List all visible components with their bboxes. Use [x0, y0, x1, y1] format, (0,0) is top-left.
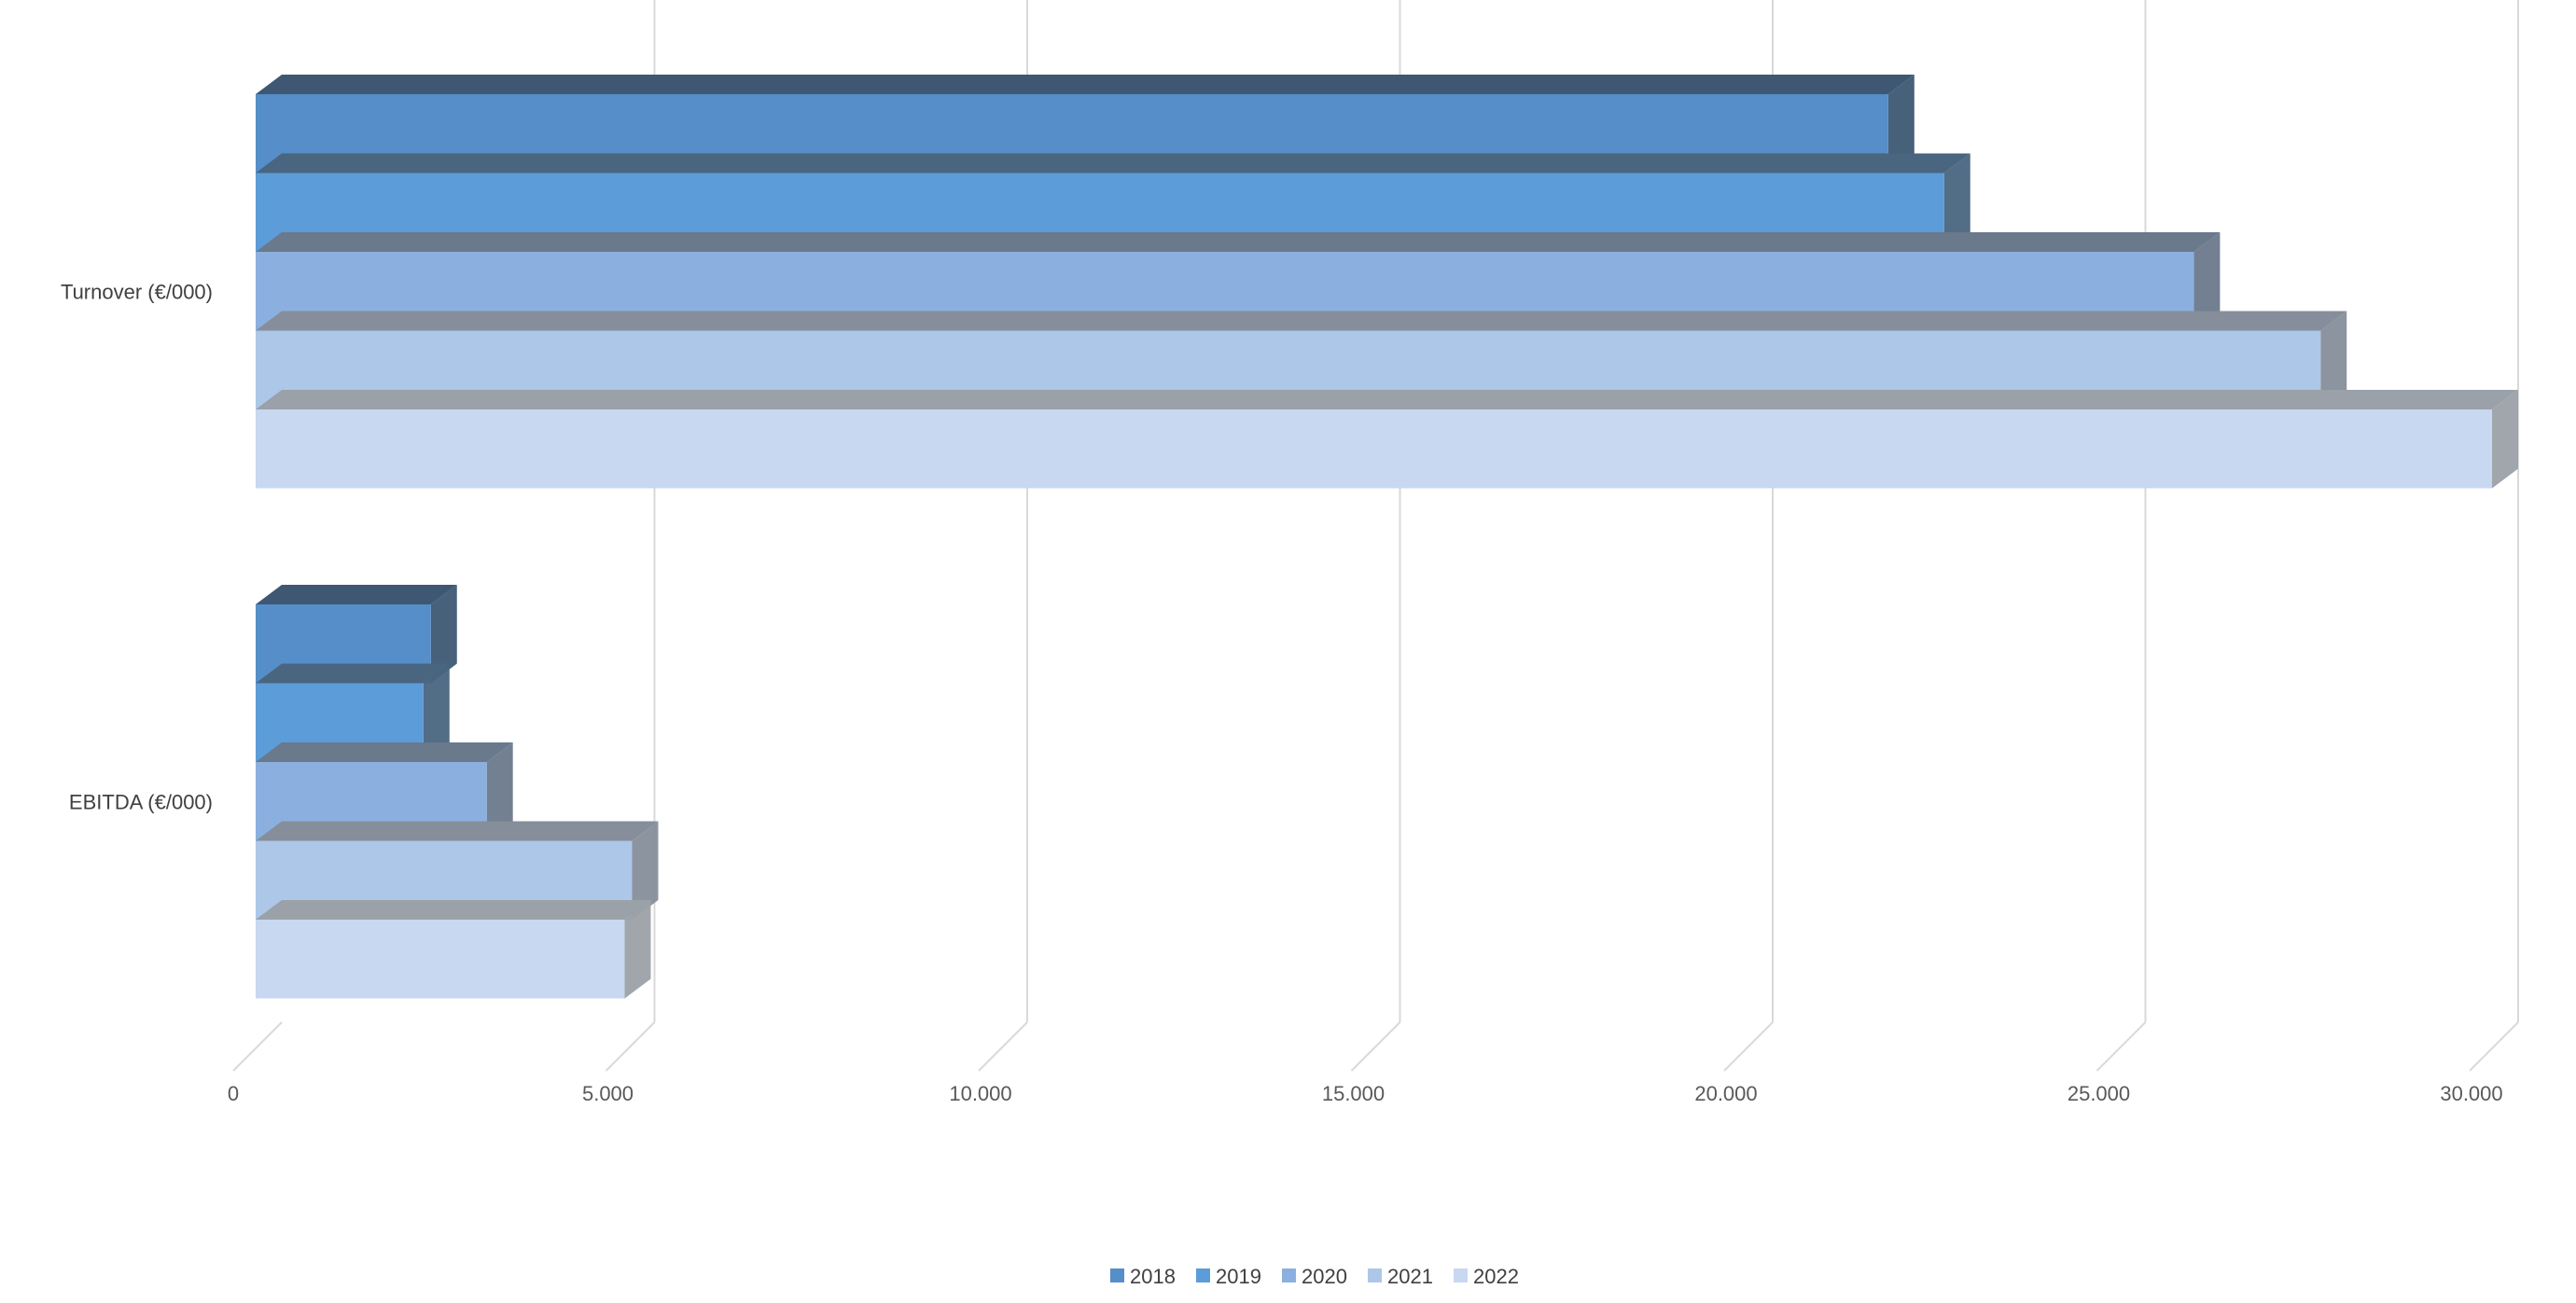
- legend-label-2021: 2021: [1387, 1265, 1433, 1288]
- bar-side-2022-0: [2492, 390, 2518, 489]
- bar-top-2020-1: [256, 742, 513, 762]
- floor-line-5.000: [605, 1021, 656, 1072]
- tick-label-30.000: 30.000: [2440, 1082, 2502, 1105]
- legend-item-2022: 2022: [1454, 1265, 1519, 1288]
- tick-label-0: 0: [228, 1082, 239, 1105]
- tick-label-5.000: 5.000: [582, 1082, 634, 1105]
- bars: [256, 75, 2518, 999]
- legend-label-2019: 2019: [1216, 1265, 1261, 1288]
- bar-top-2020-0: [256, 232, 2221, 252]
- bar-side-2019-0: [1943, 153, 1970, 252]
- bar-top-2021-0: [256, 311, 2347, 331]
- tick-label-10.000: 10.000: [949, 1082, 1011, 1105]
- legend-item-2018: 2018: [1110, 1265, 1176, 1288]
- tick-label-15.000: 15.000: [1322, 1082, 1385, 1105]
- legend-swatch-2018: [1110, 1268, 1124, 1282]
- legend-item-2021: 2021: [1368, 1265, 1433, 1288]
- floor-line-30.000: [2469, 1021, 2519, 1072]
- category-label-1: EBITDA (€/000): [69, 790, 213, 813]
- floor-line-15.000: [1350, 1021, 1401, 1072]
- bar-side-2021-0: [2320, 311, 2347, 409]
- bar-group-1: [256, 585, 659, 999]
- bar-2022-0: [256, 409, 2492, 489]
- legend-swatch-2021: [1368, 1268, 1382, 1282]
- bar-top-2019-0: [256, 153, 1970, 173]
- legend-label-2020: 2020: [1302, 1265, 1347, 1288]
- floor-line-10.000: [978, 1021, 1028, 1072]
- category-label-0: Turnover (€/000): [61, 280, 213, 303]
- legend-item-2020: 2020: [1282, 1265, 1347, 1288]
- bar-side-2018-1: [430, 585, 457, 684]
- bar-side-2018-0: [1887, 75, 1915, 173]
- tick-label-20.000: 20.000: [1694, 1082, 1757, 1105]
- legend-label-2022: 2022: [1473, 1265, 1519, 1288]
- bar-side-2021-1: [632, 821, 659, 920]
- bar-side-2020-0: [2193, 232, 2221, 331]
- bar-top-2022-1: [256, 900, 651, 920]
- category-labels: Turnover (€/000) EBITDA (€/000): [61, 280, 213, 813]
- bar-top-2022-0: [256, 390, 2518, 409]
- bar-top-2018-1: [256, 585, 457, 604]
- floor-line-25.000: [2096, 1021, 2147, 1072]
- bar-top-2021-1: [256, 821, 659, 841]
- x-axis-ticks: 0 5.000 10.000 15.000 20.000 25.000 30.000: [228, 1082, 2503, 1105]
- legend-item-2019: 2019: [1196, 1265, 1261, 1288]
- legend-swatch-2020: [1282, 1268, 1296, 1282]
- bar-top-2018-0: [256, 75, 1915, 94]
- floor-line-0: [232, 1021, 283, 1072]
- legend-swatch-2019: [1196, 1268, 1210, 1282]
- bar-side-2020-1: [486, 742, 513, 841]
- bar-side-2019-1: [423, 663, 450, 762]
- legend-label-2018: 2018: [1130, 1265, 1176, 1288]
- bar-side-2022-1: [624, 900, 651, 999]
- legend: 2018 2019 2020 2021 2022: [1110, 1265, 1519, 1288]
- bar-group-0: [256, 75, 2518, 489]
- bar-top-2019-1: [256, 663, 450, 684]
- legend-swatch-2022: [1454, 1268, 1468, 1282]
- bar-2022-1: [256, 920, 625, 999]
- tick-label-25.000: 25.000: [2068, 1082, 2130, 1105]
- floor-line-20.000: [1723, 1021, 1774, 1072]
